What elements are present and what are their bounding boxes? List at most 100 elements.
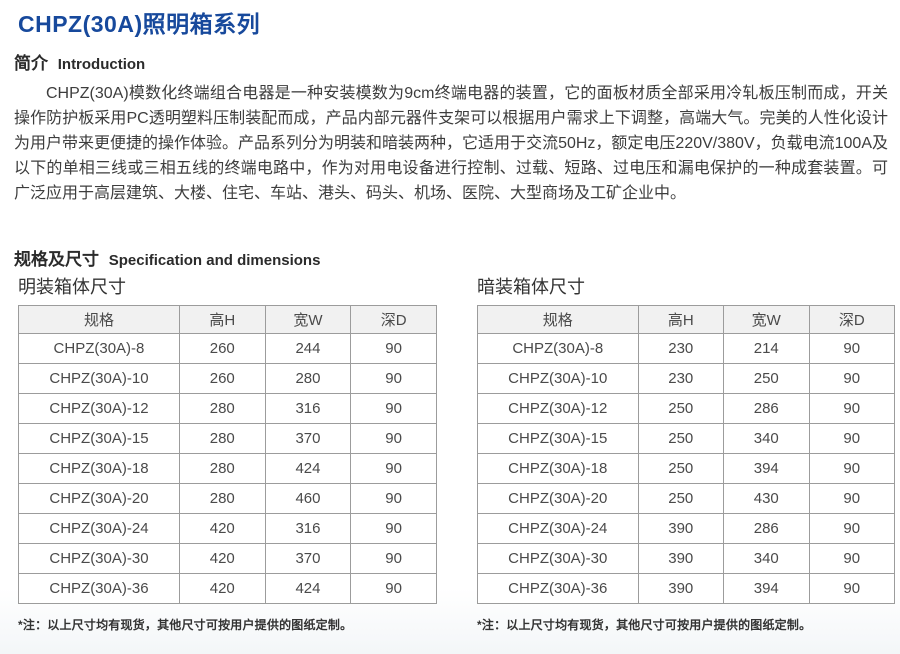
dimension-cell: 394	[723, 453, 810, 484]
dimension-cell: 90	[350, 393, 437, 424]
flush-mount-table-caption: 暗装箱体尺寸	[477, 277, 585, 297]
spec-cell: CHPZ(30A)-8	[18, 333, 180, 364]
dimension-cell: 250	[637, 423, 725, 454]
table-row: CHPZ(30A)-36 390 394 90	[477, 573, 895, 604]
dimension-cell: 260	[178, 333, 266, 364]
dimension-cell: 460	[264, 483, 352, 514]
table-row: CHPZ(30A)-10 260 280 90	[18, 363, 437, 394]
dimension-cell: 90	[350, 573, 437, 604]
dimension-cell: 394	[723, 573, 810, 604]
column-header: 宽W	[264, 305, 352, 334]
dimension-cell: 420	[178, 543, 266, 574]
dimension-cell: 420	[178, 513, 266, 544]
flush-mount-table-section: 暗装箱体尺寸 规格 高H 宽W 深D CHPZ(30A)-8 230 214 90 CHPZ(3…	[477, 276, 895, 633]
table-header-row: 规格 高H 宽W 深D	[18, 305, 437, 334]
dimension-cell: 90	[808, 543, 895, 574]
table-row: CHPZ(30A)-36 420 424 90	[18, 573, 437, 604]
dimension-cell: 424	[264, 573, 352, 604]
column-header: 宽W	[723, 305, 810, 334]
table-row: CHPZ(30A)-8 260 244 90	[18, 333, 437, 364]
spec-section-heading: 规格及尺寸 Specification and dimensions	[14, 245, 320, 270]
table-row: CHPZ(30A)-30 420 370 90	[18, 543, 437, 574]
dimension-cell: 90	[808, 393, 895, 424]
dimension-cell: 316	[264, 393, 352, 424]
dimension-cell: 370	[264, 543, 352, 574]
table-header-row: 规格 高H 宽W 深D	[477, 305, 895, 334]
dimension-cell: 370	[264, 423, 352, 454]
table-row: CHPZ(30A)-30 390 340 90	[477, 543, 895, 574]
dimension-cell: 230	[637, 363, 725, 394]
spec-cell: CHPZ(30A)-18	[477, 453, 639, 484]
spec-cell: CHPZ(30A)-18	[18, 453, 180, 484]
dimension-cell: 230	[637, 333, 725, 364]
surface-mount-table-caption: 明装箱体尺寸	[18, 277, 126, 297]
spec-cell: CHPZ(30A)-30	[477, 543, 639, 574]
spec-cell: CHPZ(30A)-12	[18, 393, 180, 424]
spec-heading-zh: 规格及尺寸	[14, 250, 99, 269]
dimension-cell: 90	[808, 573, 895, 604]
flush-mount-table-footnote: *注：以上尺寸均有现货，其他尺寸可按用户提供的图纸定制。	[477, 618, 812, 632]
dimension-cell: 214	[723, 333, 810, 364]
intro-paragraph: CHPZ(30A)模数化终端组合电器是一种安装模数为9cm终端电器的装置，它的面…	[14, 85, 888, 202]
table-row: CHPZ(30A)-20 250 430 90	[477, 483, 895, 514]
column-header: 高H	[178, 305, 266, 334]
dimension-cell: 390	[637, 573, 725, 604]
dimension-cell: 340	[723, 423, 810, 454]
dimension-cell: 424	[264, 453, 352, 484]
spec-heading-en: Specification and dimensions	[108, 252, 321, 269]
dimension-cell: 90	[350, 453, 437, 484]
dimension-cell: 286	[723, 513, 810, 544]
dimension-cell: 250	[637, 483, 725, 514]
surface-mount-table-footnote: *注：以上尺寸均有现货，其他尺寸可按用户提供的图纸定制。	[18, 618, 353, 632]
dimension-cell: 280	[264, 363, 352, 394]
table-row: CHPZ(30A)-12 250 286 90	[477, 393, 895, 424]
dimension-cell: 340	[723, 543, 810, 574]
dimension-cell: 90	[350, 333, 437, 364]
dimension-cell: 90	[808, 453, 895, 484]
dimension-cell: 90	[350, 363, 437, 394]
spec-cell: CHPZ(30A)-12	[477, 393, 639, 424]
column-header: 深D	[350, 305, 437, 334]
column-header: 规格	[18, 305, 180, 334]
table-row: CHPZ(30A)-15 250 340 90	[477, 423, 895, 454]
table-row: CHPZ(30A)-8 230 214 90	[477, 333, 895, 364]
table-row: CHPZ(30A)-18 250 394 90	[477, 453, 895, 484]
spec-cell: CHPZ(30A)-15	[18, 423, 180, 454]
dimension-cell: 90	[808, 483, 895, 514]
spec-cell: CHPZ(30A)-10	[18, 363, 180, 394]
intro-heading: 简介 Introduction	[14, 49, 145, 74]
dimension-cell: 90	[808, 423, 895, 454]
dimension-cell: 250	[723, 363, 810, 394]
spec-cell: CHPZ(30A)-30	[18, 543, 180, 574]
spec-cell: CHPZ(30A)-36	[477, 573, 639, 604]
table-row: CHPZ(30A)-12 280 316 90	[18, 393, 437, 424]
flush-mount-dimensions-table: 规格 高H 宽W 深D CHPZ(30A)-8 230 214 90 CHPZ(30A)-10 2…	[477, 305, 895, 604]
surface-mount-table-section: 明装箱体尺寸 规格 高H 宽W 深D CHPZ(30A)-8 260 244 90 CHPZ(3…	[18, 276, 437, 633]
table-row: CHPZ(30A)-24 420 316 90	[18, 513, 437, 544]
table-row: CHPZ(30A)-18 280 424 90	[18, 453, 437, 484]
page-title: CHPZ(30A)照明箱系列	[18, 11, 261, 37]
column-header: 高H	[637, 305, 725, 334]
intro-heading-zh: 简介	[14, 54, 48, 73]
spec-cell: CHPZ(30A)-24	[477, 513, 639, 544]
dimension-cell: 250	[637, 393, 725, 424]
spec-cell: CHPZ(30A)-24	[18, 513, 180, 544]
surface-mount-dimensions-table: 规格 高H 宽W 深D CHPZ(30A)-8 260 244 90 CHPZ(30A)-10 2…	[18, 305, 437, 604]
spec-cell: CHPZ(30A)-10	[477, 363, 639, 394]
spec-cell: CHPZ(30A)-15	[477, 423, 639, 454]
table-row: CHPZ(30A)-24 390 286 90	[477, 513, 895, 544]
dimension-cell: 90	[350, 513, 437, 544]
dimension-cell: 280	[178, 423, 266, 454]
column-header: 深D	[808, 305, 895, 334]
dimension-cell: 260	[178, 363, 266, 394]
dimension-cell: 90	[350, 423, 437, 454]
intro-heading-en: Introduction	[57, 56, 146, 73]
dimension-cell: 420	[178, 573, 266, 604]
dimension-cell: 390	[637, 513, 725, 544]
spec-cell: CHPZ(30A)-20	[18, 483, 180, 514]
table-row: CHPZ(30A)-15 280 370 90	[18, 423, 437, 454]
spec-cell: CHPZ(30A)-36	[18, 573, 180, 604]
dimension-cell: 280	[178, 393, 266, 424]
dimension-cell: 390	[637, 543, 725, 574]
